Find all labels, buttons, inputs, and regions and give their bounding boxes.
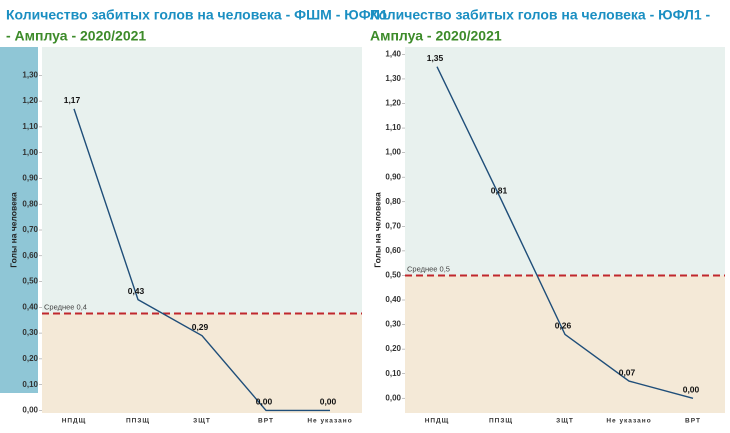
data-label: 0,26 [555, 321, 572, 331]
y-tick-label: 0,10 [22, 380, 38, 389]
chart-title: Количество забитых голов на человека - Ю… [370, 7, 710, 23]
reference-label: Среднее 0,4 [44, 302, 87, 311]
data-label: 0,81 [491, 186, 508, 196]
data-label: 1,35 [427, 53, 444, 63]
series-line [73, 108, 330, 412]
x-tick-label: ВРТ [685, 418, 701, 425]
y-tick-label: 0,90 [22, 174, 38, 183]
y-tick-label: 0,30 [385, 320, 401, 329]
y-tick-label: 1,10 [22, 122, 38, 131]
series-line [436, 66, 694, 399]
y-axis-label: Голы на человека [8, 192, 18, 268]
y-tick-label: 1,00 [22, 148, 38, 157]
y-tick-label: 0,90 [385, 172, 401, 181]
y-tick-label: 0,50 [22, 277, 38, 286]
y-tick-label: 1,10 [385, 123, 401, 132]
data-label: 1,17 [64, 95, 81, 105]
y-tick-label: 1,20 [385, 99, 401, 108]
y-tick-label: 0,30 [22, 328, 38, 337]
y-tick-label: 1,30 [385, 74, 401, 83]
y-tick-label: 0,10 [385, 369, 401, 378]
y-tick-label: 0,70 [385, 221, 401, 230]
y-tick-label: 0,20 [22, 354, 38, 363]
chart-title: Количество забитых голов на человека - Ф… [6, 7, 388, 23]
y-tick-label: 1,40 [385, 49, 401, 58]
data-label: 0,29 [192, 322, 209, 332]
x-tick-label: Не указано [307, 418, 352, 425]
x-tick-label: ВРТ [258, 418, 274, 425]
y-tick-label: 1,20 [22, 96, 38, 105]
data-label: 0,00 [256, 397, 273, 407]
data-label: 0,43 [128, 286, 145, 296]
y-tick-label: 0,80 [385, 197, 401, 206]
x-tick-label: НПДЩ [425, 418, 450, 425]
plot-band-upper [42, 47, 362, 314]
y-tick-label: 1,00 [385, 148, 401, 157]
chart-subtitle: - Амплуа - 2020/2021 [6, 28, 146, 44]
y-tick-label: 0,00 [22, 406, 38, 415]
axis-panel [0, 47, 38, 393]
plot-band-lower [42, 313, 362, 413]
x-tick-label: Не указано [606, 418, 651, 425]
data-label: 0,00 [683, 385, 700, 395]
x-tick-label: ППЗЩ [489, 418, 513, 425]
y-tick-label: 0,80 [22, 199, 38, 208]
y-tick-label: 0,20 [385, 344, 401, 353]
y-tick-label: 1,30 [22, 70, 38, 79]
y-tick-label: 0,60 [22, 251, 38, 260]
x-tick-label: НПДЩ [62, 418, 87, 425]
y-tick-label: 0,60 [385, 246, 401, 255]
y-tick-label: 0,50 [385, 271, 401, 280]
y-axis-label: Голы на человека [372, 192, 382, 268]
y-tick-label: 0,00 [385, 393, 401, 402]
plot-band-upper [405, 47, 725, 276]
y-tick-label: 0,40 [385, 295, 401, 304]
plot-band-lower [405, 275, 725, 413]
data-label: 0,00 [320, 397, 337, 407]
reference-label: Среднее 0,5 [407, 264, 450, 273]
x-tick-label: ЗЩТ [193, 418, 211, 425]
x-tick-label: ЗЩТ [556, 418, 574, 425]
x-tick-label: ППЗЩ [126, 418, 150, 425]
data-label: 0,07 [619, 367, 636, 377]
y-tick-label: 0,70 [22, 225, 38, 234]
y-tick-label: 0,40 [22, 302, 38, 311]
chart-subtitle: Амплуа - 2020/2021 [370, 28, 502, 44]
